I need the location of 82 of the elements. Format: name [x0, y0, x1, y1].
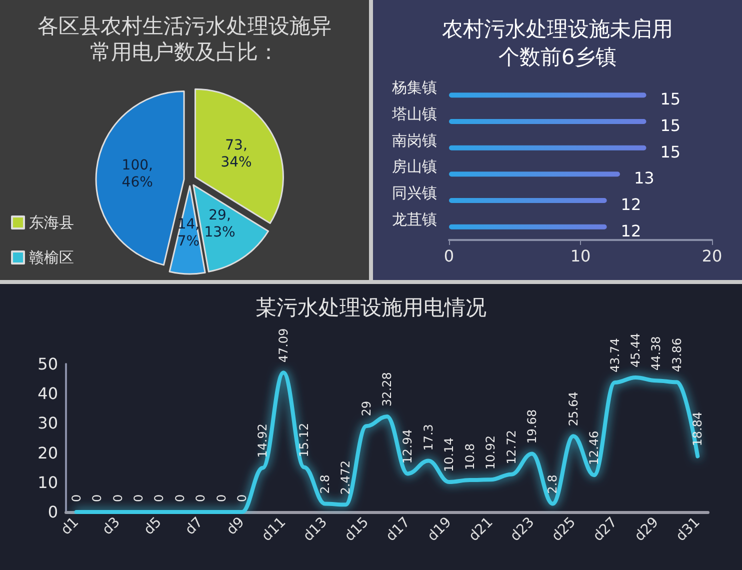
x-tick-label: d3 — [100, 514, 124, 538]
data-label: 12.46 — [587, 430, 602, 466]
data-label: 45.44 — [628, 333, 643, 368]
x-tick-label: 10 — [570, 246, 591, 266]
data-label: 0 — [235, 494, 250, 502]
x-tick-label: d15 — [342, 514, 372, 545]
data-label: 17.3 — [421, 424, 436, 451]
data-label: 0 — [131, 494, 146, 502]
x-tick-label: d31 — [673, 514, 704, 545]
y-tick-label: 南岗镇 — [392, 131, 437, 150]
data-label: 43.74 — [608, 338, 622, 373]
data-label: 0 — [172, 494, 187, 502]
y-tick-label: 0 — [48, 502, 58, 522]
data-label: 12.72 — [504, 430, 518, 464]
data-label: 2.472 — [338, 460, 353, 495]
data-label: 0 — [214, 494, 228, 502]
bar — [449, 224, 607, 230]
bar — [449, 119, 646, 124]
data-label: 13 — [634, 168, 654, 188]
y-tick-label: 10 — [38, 472, 58, 492]
x-tick-label: d21 — [466, 514, 496, 545]
y-tick-label: 20 — [38, 443, 58, 462]
data-label: 47.09 — [276, 328, 290, 363]
data-label: 15 — [660, 142, 681, 162]
data-label: 10.8 — [462, 443, 477, 470]
data-label: 0 — [152, 494, 166, 502]
data-label: 32.28 — [380, 372, 394, 406]
data-label: 10.92 — [484, 435, 498, 470]
x-tick-label: d9 — [224, 514, 248, 538]
data-label: 10.14 — [442, 438, 456, 472]
y-tick-label: 30 — [38, 414, 58, 433]
y-tick-label: 杨集镇 — [391, 78, 437, 97]
y-tick-label: 50 — [38, 354, 58, 374]
data-label: 100, 46% — [122, 157, 153, 190]
data-label: 43.86 — [670, 338, 684, 372]
x-tick-label: d1 — [58, 514, 82, 538]
y-tick-label: 40 — [38, 384, 58, 404]
data-label: 0 — [90, 494, 104, 502]
y-tick-label: 塔山镇 — [391, 105, 437, 123]
x-tick-label: d25 — [548, 514, 580, 545]
data-label: 44.38 — [649, 336, 664, 371]
data-label: 14.92 — [256, 423, 270, 458]
data-label: 12.94 — [400, 429, 415, 464]
legend-label: 东海县 — [29, 214, 74, 232]
data-label: 15 — [660, 116, 681, 135]
data-label: 15 — [660, 90, 681, 109]
y-tick-label: 龙苴镇 — [392, 210, 437, 228]
legend-label: 赣榆区 — [29, 248, 74, 266]
chart-title: 某污水处理设施用电情况 — [256, 296, 486, 320]
x-tick-label: d23 — [507, 514, 538, 545]
data-label: 12 — [620, 195, 642, 214]
data-label: 25.64 — [566, 392, 580, 426]
data-label: 0 — [194, 494, 208, 502]
data-label: 29, 13% — [204, 207, 236, 240]
x-tick-label: d27 — [590, 514, 620, 545]
bar — [449, 145, 646, 150]
data-label: 2.8 — [546, 474, 560, 494]
data-label: 29 — [359, 400, 374, 416]
x-tick-label: d13 — [300, 514, 331, 545]
data-label: 15.12 — [297, 422, 312, 458]
chart-title: 农村污水处理设施未启用个数前6乡镇 — [442, 17, 673, 69]
x-tick-label: d7 — [182, 514, 206, 538]
x-tick-label: d19 — [424, 514, 455, 545]
data-label: 18.84 — [690, 412, 705, 446]
bar — [449, 92, 646, 98]
chart-title: 各区县农村生活污水处理设施异常用电户数及占比： — [38, 14, 332, 64]
x-tick-label: d29 — [632, 514, 662, 545]
x-tick-label: d5 — [140, 514, 165, 538]
bar — [449, 198, 607, 203]
data-label: 0 — [69, 494, 84, 502]
x-tick-label: 20 — [702, 246, 722, 266]
y-tick-label: 同兴镇 — [392, 184, 437, 202]
y-tick-label: 房山镇 — [392, 158, 437, 176]
x-tick-label: d11 — [258, 514, 290, 545]
x-tick-label: d17 — [383, 514, 414, 545]
data-label: 19.68 — [524, 409, 539, 444]
data-label: 12 — [620, 221, 642, 240]
data-label: 2.8 — [318, 474, 332, 494]
x-tick-label: 0 — [444, 246, 454, 266]
data-label: 0 — [110, 494, 125, 502]
bar — [449, 172, 620, 177]
data-label: 73, 34% — [220, 138, 252, 171]
